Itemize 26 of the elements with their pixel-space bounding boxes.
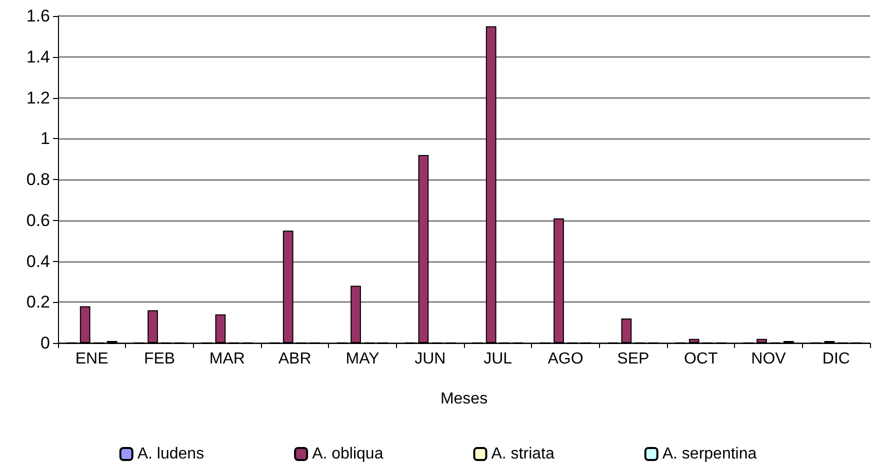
x-tick-label: ABR <box>278 350 312 368</box>
x-tick-label: ENE <box>75 350 108 368</box>
legend-label: A. striata <box>491 446 554 462</box>
y-tick-label: 0.4 <box>26 252 50 271</box>
x-tick-label: MAY <box>346 350 380 368</box>
y-tick-label: 0.8 <box>26 170 50 189</box>
y-tick-label: 1.6 <box>26 6 50 26</box>
x-tick-label: FEB <box>144 350 176 368</box>
y-tick-label: 0.6 <box>26 210 50 230</box>
x-axis-title: Meses <box>440 390 488 408</box>
legend-label: A. ludens <box>137 446 204 462</box>
y-tick-label: 1 <box>40 129 50 148</box>
legend-label: A. obliqua <box>312 446 384 462</box>
x-tick-label: AGO <box>548 350 584 368</box>
x-tick-label: DIC <box>822 350 850 368</box>
x-tick-label: SEP <box>617 350 650 368</box>
y-tick-label: 0 <box>40 334 50 352</box>
y-tick-label: 0.2 <box>26 292 50 312</box>
y-tick-label: 1.4 <box>26 47 50 66</box>
x-tick-label: NOV <box>751 350 786 368</box>
y-tick-label: 1.2 <box>26 88 50 108</box>
x-tick-label: JUN <box>414 350 446 368</box>
x-tick-label: JUL <box>484 350 512 368</box>
x-tick-label: OCT <box>684 350 718 368</box>
legend-label: A. serpentina <box>662 446 757 462</box>
x-tick-label: MAR <box>209 350 245 368</box>
